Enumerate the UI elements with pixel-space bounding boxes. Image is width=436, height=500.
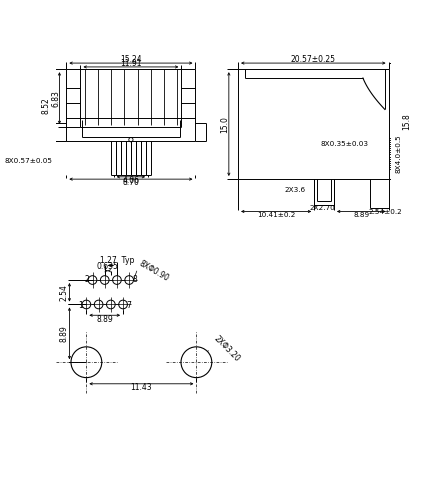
Text: 10.41±0.2: 10.41±0.2: [257, 212, 295, 218]
Text: 2XΦ3.20: 2XΦ3.20: [212, 334, 241, 363]
Text: 8.89: 8.89: [96, 314, 113, 324]
Text: 8.89: 8.89: [353, 212, 369, 218]
Text: 11.43: 11.43: [131, 383, 152, 392]
Text: 8.52: 8.52: [41, 97, 50, 114]
Text: 1: 1: [78, 300, 83, 310]
Text: 2: 2: [85, 275, 89, 284]
Text: 11.91: 11.91: [120, 59, 142, 68]
Text: 8: 8: [132, 275, 137, 284]
Text: 2X3.6: 2X3.6: [284, 187, 305, 193]
Text: 6.83: 6.83: [51, 90, 60, 106]
Text: 8.70: 8.70: [123, 178, 140, 188]
Text: 8X0.57±0.05: 8X0.57±0.05: [4, 158, 52, 164]
Text: 1.27  Typ: 1.27 Typ: [100, 256, 134, 266]
Text: 2.54±0.2: 2.54±0.2: [368, 209, 402, 215]
Text: 8XΦ0.90: 8XΦ0.90: [138, 258, 170, 283]
Text: 8X0.35±0.03: 8X0.35±0.03: [320, 141, 368, 147]
Text: 15.8: 15.8: [402, 113, 412, 130]
Text: 20.57±0.25: 20.57±0.25: [291, 54, 336, 64]
Text: 15.24: 15.24: [120, 54, 142, 64]
Text: 8.89: 8.89: [60, 325, 68, 342]
Text: 15.0: 15.0: [220, 116, 229, 132]
Text: 7: 7: [126, 300, 131, 310]
Text: 4.06: 4.06: [123, 176, 140, 185]
Text: 8X4.0±0.5: 8X4.0±0.5: [395, 134, 402, 172]
Text: 0.635: 0.635: [97, 262, 119, 272]
Text: 2X2.70: 2X2.70: [309, 204, 335, 210]
Text: 2.54: 2.54: [60, 284, 68, 300]
